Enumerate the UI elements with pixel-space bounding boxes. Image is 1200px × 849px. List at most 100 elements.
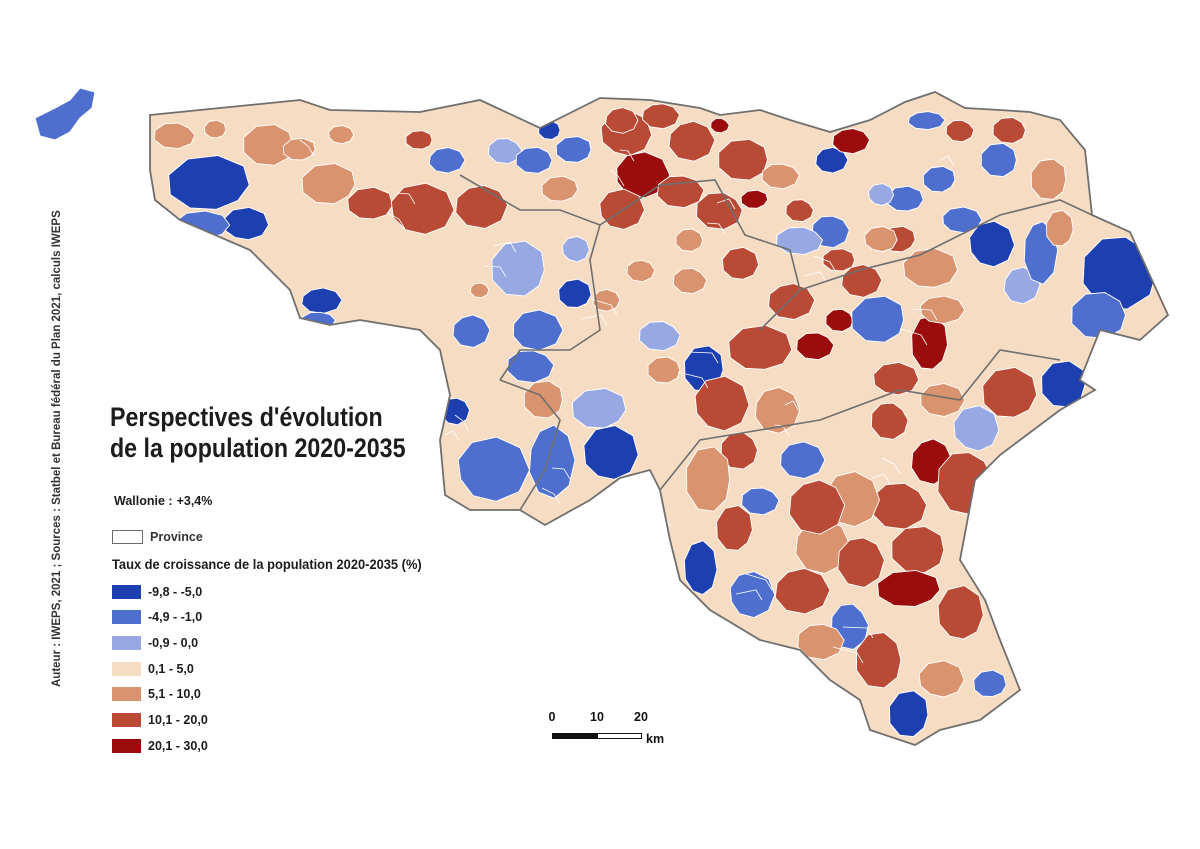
municipality [774, 567, 831, 615]
scale-segment-light [597, 733, 642, 739]
municipality-border [299, 139, 315, 157]
municipality [740, 189, 769, 209]
region-total-label: Wallonie : [114, 494, 173, 508]
municipality-border [522, 616, 554, 634]
legend-item: 10,1 - 20,0 [112, 711, 208, 728]
municipality-border [551, 467, 571, 480]
municipality-border [386, 212, 406, 230]
municipality [873, 361, 920, 396]
municipality [282, 137, 316, 161]
municipality-border [425, 559, 453, 571]
municipality [785, 199, 814, 223]
municipality [920, 295, 966, 325]
municipality [918, 660, 965, 698]
municipality-border [638, 540, 662, 553]
municipality-border [881, 457, 901, 475]
municipality [491, 240, 545, 297]
legend-label: 5,1 - 10,0 [148, 687, 201, 702]
municipality-border [415, 583, 443, 596]
legend-label: -4,9 - -1,0 [148, 610, 203, 625]
municipality [780, 441, 826, 479]
municipality [718, 138, 768, 181]
municipality [675, 228, 704, 252]
municipality-border [609, 169, 625, 187]
municipality [945, 119, 975, 143]
municipality [937, 585, 984, 640]
map-title-line-1: Perspectives d'évolution [110, 402, 383, 432]
municipality [969, 220, 1015, 268]
scale-segment-dark [552, 733, 598, 739]
municipality-border [590, 298, 618, 316]
municipality [797, 623, 845, 661]
municipality [1030, 158, 1067, 200]
map-title: Perspectives d'évolution de la populatio… [110, 402, 406, 464]
region-outline [149, 91, 1170, 746]
province-boundary [659, 349, 1061, 491]
municipality-border [832, 646, 864, 664]
municipality [907, 111, 946, 131]
municipality [452, 314, 491, 348]
legend: -9,8 - -5,0 -4,9 - -1,0 -0,9 - 0,0 0,1 -… [112, 583, 208, 763]
municipality [953, 405, 1000, 452]
municipality [599, 188, 645, 230]
legend-item: -0,9 - 0,0 [112, 634, 208, 651]
municipality [870, 402, 909, 440]
legend-swatch [112, 584, 141, 599]
municipality [203, 119, 227, 139]
municipality [541, 175, 579, 202]
municipality [729, 571, 776, 618]
municipality [154, 122, 196, 150]
municipality [301, 311, 336, 331]
municipality [561, 236, 590, 263]
municipality-border [803, 271, 827, 283]
municipality [877, 569, 941, 607]
municipality [891, 526, 945, 574]
municipality [301, 163, 356, 205]
legend-swatch [112, 738, 141, 753]
legend-item: 20,1 - 30,0 [112, 737, 208, 754]
municipality-border [677, 371, 709, 389]
municipality [641, 103, 681, 130]
municipality [788, 479, 846, 535]
municipality-border [716, 198, 736, 210]
municipality [825, 308, 854, 332]
legend-item: -9,8 - -5,0 [112, 583, 208, 600]
municipality [980, 142, 1017, 178]
municipality-border [619, 149, 635, 162]
province-boundary [459, 174, 601, 381]
legend-label: -9,8 - -5,0 [148, 584, 203, 599]
municipality-border [328, 510, 352, 523]
municipality [168, 155, 250, 210]
scale-tick-label: 10 [590, 710, 604, 724]
municipality [647, 356, 681, 384]
legend-label: 0,1 - 5,0 [148, 661, 194, 676]
municipality [721, 246, 760, 280]
municipality [822, 248, 856, 272]
province-swatch [112, 530, 143, 544]
municipality-border [444, 430, 460, 442]
province-label: Province [150, 530, 203, 544]
province-boundary [799, 199, 1093, 291]
municipality-border [512, 632, 544, 644]
municipality [487, 138, 523, 165]
municipality-border [784, 400, 800, 412]
municipality [668, 120, 716, 162]
municipality-border [541, 487, 561, 505]
legend-title: Taux de croissance de la population 2020… [112, 556, 422, 572]
municipality [992, 117, 1026, 144]
legend-label: 10,1 - 20,0 [148, 712, 208, 727]
region-total-value: +3,4% [176, 494, 213, 508]
municipality-border [318, 530, 342, 548]
municipality [741, 487, 780, 516]
municipality [868, 183, 895, 206]
municipality [555, 136, 592, 163]
municipality-border [347, 381, 379, 394]
municipality [761, 163, 800, 190]
municipality-border [813, 255, 837, 273]
scale-tick-label: 20 [634, 710, 648, 724]
municipality [583, 425, 639, 480]
municipality [347, 186, 394, 220]
municipality [942, 206, 983, 234]
municipality-border [687, 351, 719, 364]
region-total: Wallonie : +3,4% [114, 494, 212, 508]
